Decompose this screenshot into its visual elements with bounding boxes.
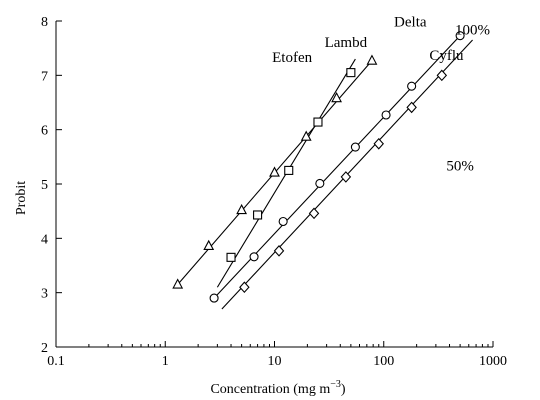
data-point-etofen <box>253 210 263 220</box>
data-point-delta <box>407 81 417 91</box>
y-tick-label: 8 <box>41 15 48 30</box>
y-tick-label: 6 <box>41 124 48 139</box>
data-point-delta <box>381 110 391 120</box>
y-tick-label: 2 <box>41 341 48 356</box>
annotation-label: 100% <box>455 23 490 39</box>
x-tick-label: 1 <box>162 354 169 369</box>
data-point-cyflu <box>308 207 320 220</box>
axes: 2 3 4 5 6 7 8 0.1 1 10 100 1000 <box>41 15 507 369</box>
x-axis-label-main: Concentration (mg m <box>210 382 330 397</box>
data-point-lambd <box>172 278 184 289</box>
x-tick-label: 10 <box>268 354 282 369</box>
x-axis-label: Concentration (mg m−3) <box>210 379 345 397</box>
fit-lines <box>177 35 473 310</box>
data-point-lambd <box>269 166 280 177</box>
x-tick-label: 100 <box>373 354 394 369</box>
series-labels: Lambd Etofen Delta Cyflu 100% 50% <box>272 14 490 174</box>
data-point-cyflu <box>273 245 285 257</box>
data-point-cyflu <box>239 281 250 294</box>
data-point-lambd <box>236 203 248 215</box>
data-point-delta <box>315 178 325 189</box>
data-point-etofen <box>346 68 356 78</box>
data-point-lambd <box>203 239 215 250</box>
y-tick-label: 3 <box>41 287 48 302</box>
series-label-etofen: Etofen <box>272 50 312 66</box>
data-point-etofen <box>226 252 236 262</box>
x-tick-label: 1000 <box>479 354 507 369</box>
data-point-delta <box>278 216 288 227</box>
y-tick-label: 4 <box>41 232 48 247</box>
data-point-delta <box>350 142 360 152</box>
y-tick-label: 5 <box>41 178 48 193</box>
data-point-cyflu <box>373 137 384 150</box>
data-point-delta <box>209 293 219 303</box>
series-label-cyflu: Cyflu <box>429 48 464 64</box>
x-axis-label-suffix: ) <box>341 382 346 397</box>
data-point-cyflu <box>340 171 352 183</box>
data-markers <box>172 31 465 303</box>
y-tick-label: 7 <box>41 69 48 84</box>
data-point-lambd <box>300 130 312 141</box>
data-point-lambd <box>366 54 378 65</box>
annotation-label: 50% <box>446 158 474 174</box>
data-point-cyflu <box>406 101 417 114</box>
series-label-lambd: Lambd <box>325 35 368 51</box>
y-axis-label: Probit <box>14 181 29 215</box>
data-point-etofen <box>284 165 294 175</box>
data-point-delta <box>455 31 465 41</box>
data-point-cyflu <box>436 69 448 82</box>
x-tick-label: 0.1 <box>47 354 65 369</box>
series-label-delta: Delta <box>394 14 427 30</box>
x-axis-label-superscript: −3 <box>330 379 341 390</box>
data-point-etofen <box>313 117 323 127</box>
data-point-lambd <box>331 91 342 103</box>
data-point-delta <box>249 252 259 262</box>
